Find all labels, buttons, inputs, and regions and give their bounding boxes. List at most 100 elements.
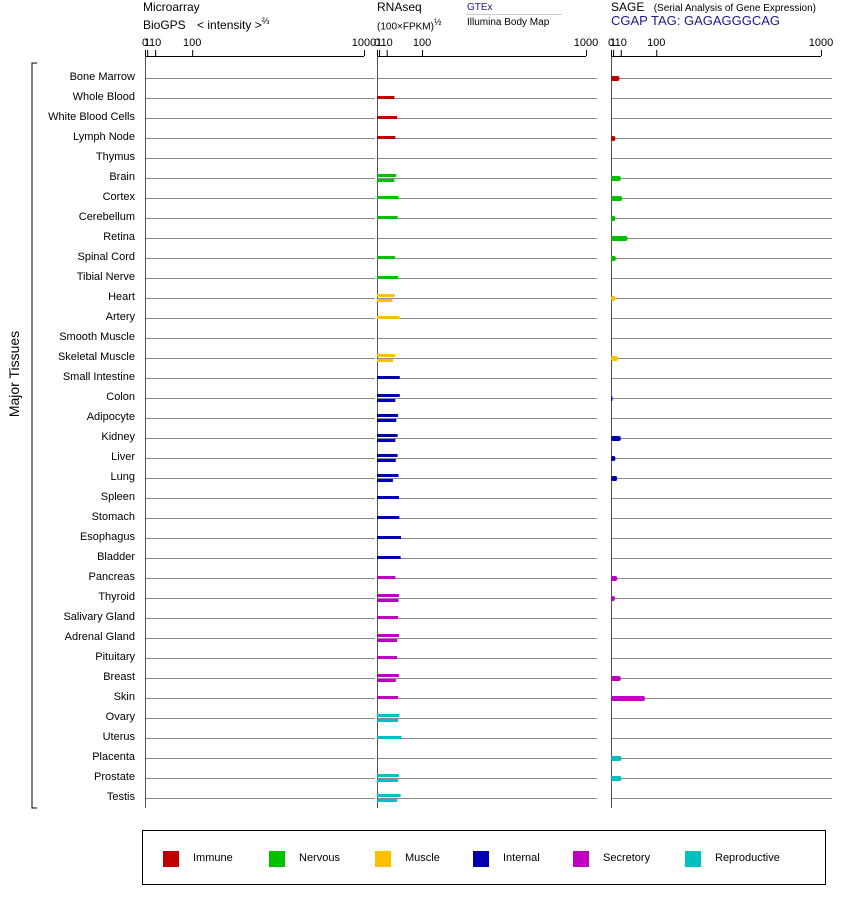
rnaseq-units: (100×FPKM)½ — [377, 15, 441, 34]
gtex-bar — [377, 256, 395, 259]
sage-bar — [611, 696, 645, 701]
tissue-label: Heart — [108, 291, 135, 303]
tissue-label: Artery — [105, 311, 135, 323]
gtex-link[interactable]: GTEx — [467, 2, 493, 13]
sage-tick-label: 100 — [647, 37, 665, 49]
gtex-bar — [377, 736, 402, 739]
sage-bar — [611, 176, 621, 181]
tissue-label: Skin — [113, 691, 135, 703]
tissue-label: Pancreas — [88, 571, 135, 583]
gtex-bar — [377, 454, 398, 457]
tissue-label: Brain — [109, 171, 135, 183]
legend-label: Muscle — [405, 852, 440, 864]
microarray-tick-label: 100 — [183, 37, 201, 49]
rnaseq-tick-label: 100 — [413, 37, 431, 49]
rnaseq-tick-label: 1000 — [574, 37, 598, 49]
sage-bar — [611, 576, 618, 581]
gtex-bar — [377, 656, 398, 659]
tissue-label: Salivary Gland — [63, 611, 135, 623]
gtex-bar — [377, 434, 398, 437]
gtex-bar — [377, 556, 401, 559]
gtex-divider — [466, 14, 562, 15]
tissue-label: Bone Marrow — [69, 71, 135, 83]
sage-bar — [611, 136, 616, 141]
microarray-tick-label: 0 — [142, 37, 148, 49]
illumina-bar — [377, 479, 393, 482]
gtex-bar — [377, 216, 398, 219]
tissue-label: Testis — [106, 791, 135, 803]
illumina-bar — [377, 179, 395, 182]
gtex-bar — [377, 674, 399, 677]
rnaseq-tick-label: 10 — [381, 37, 393, 49]
tissue-label: Spinal Cord — [77, 251, 135, 263]
sage-bar — [611, 436, 621, 441]
intensity-exponent: ⅔ — [261, 16, 270, 26]
sage-bar — [611, 356, 618, 361]
sage-tick-label: 10 — [615, 37, 627, 49]
legend-swatch — [269, 851, 285, 867]
gtex-bar — [377, 616, 399, 619]
illumina-bar — [377, 419, 397, 422]
tissue-label-column: Bone Marrow Whole Blood White Blood Cells L… — [30, 0, 135, 830]
gtex-bar — [377, 276, 399, 279]
tissue-label: Colon — [106, 391, 135, 403]
biogps-label: BioGPS — [143, 18, 186, 32]
illumina-bar — [377, 599, 399, 602]
illumina-bar — [377, 299, 393, 302]
illumina-bar — [377, 439, 396, 442]
tissue-label: Prostate — [94, 771, 135, 783]
tissue-label: Cerebellum — [78, 211, 135, 223]
illumina-bar — [377, 779, 399, 782]
gtex-bar — [377, 316, 400, 319]
sage-note: (Serial Analysis of Gene Expression) — [653, 3, 816, 14]
sage-bar — [611, 296, 616, 301]
microarray-tick-label: 1000 — [352, 37, 376, 49]
illumina-bar — [377, 719, 399, 722]
gtex-bar — [377, 634, 399, 637]
tissue-label: Adrenal Gland — [64, 631, 135, 643]
gtex-bar — [377, 714, 400, 717]
tissue-label: Spleen — [100, 491, 135, 503]
rnaseq-title: RNAseq — [377, 0, 422, 14]
gtex-bar — [377, 354, 396, 357]
microarray-tick-label: 10 — [149, 37, 161, 49]
sage-bar — [611, 396, 613, 401]
gtex-bar — [377, 474, 399, 477]
sage-bar — [611, 476, 618, 481]
illumina-bar — [377, 679, 396, 682]
rnaseq-tick-label: 1 — [376, 37, 382, 49]
cgap-tag-link[interactable]: CGAP TAG: GAGAGGGCAG — [611, 13, 781, 28]
sage-bar — [611, 676, 621, 681]
illumina-bar — [377, 359, 393, 362]
gtex-bar — [377, 516, 400, 519]
illumina-bar — [377, 459, 396, 462]
tissue-label: Breast — [103, 671, 135, 683]
tissue-label: Placenta — [92, 751, 135, 763]
gtex-bar — [377, 774, 399, 777]
illumina-bar — [377, 799, 398, 802]
tissue-label: Lung — [110, 471, 135, 483]
tissue-label: Smooth Muscle — [59, 331, 135, 343]
tissue-bracket — [31, 62, 37, 809]
gtex-bar — [377, 696, 399, 699]
intensity-label: < intensity > — [197, 18, 262, 32]
tissue-label: Cortex — [102, 191, 135, 203]
legend-swatch — [573, 851, 589, 867]
gtex-bar — [377, 96, 395, 99]
illumina-bar — [377, 136, 396, 139]
tissue-label: Adipocyte — [86, 411, 135, 423]
rnaseq-exponent: ½ — [433, 17, 442, 27]
legend-label: Secretory — [603, 852, 651, 864]
tissue-label: Kidney — [101, 431, 135, 443]
tissue-label: Retina — [103, 231, 135, 243]
gtex-bar — [377, 594, 399, 597]
legend-label: Internal — [503, 852, 540, 864]
sage-tick-label: 1000 — [809, 37, 833, 49]
rnaseq-units-text: (100×FPKM) — [377, 21, 434, 33]
tissue-label: Thymus — [95, 151, 135, 163]
legend-swatch — [685, 851, 701, 867]
illumina-label: Illumina Body Map — [467, 17, 550, 28]
sage-bar — [611, 456, 616, 461]
tissue-label: Whole Blood — [72, 91, 135, 103]
